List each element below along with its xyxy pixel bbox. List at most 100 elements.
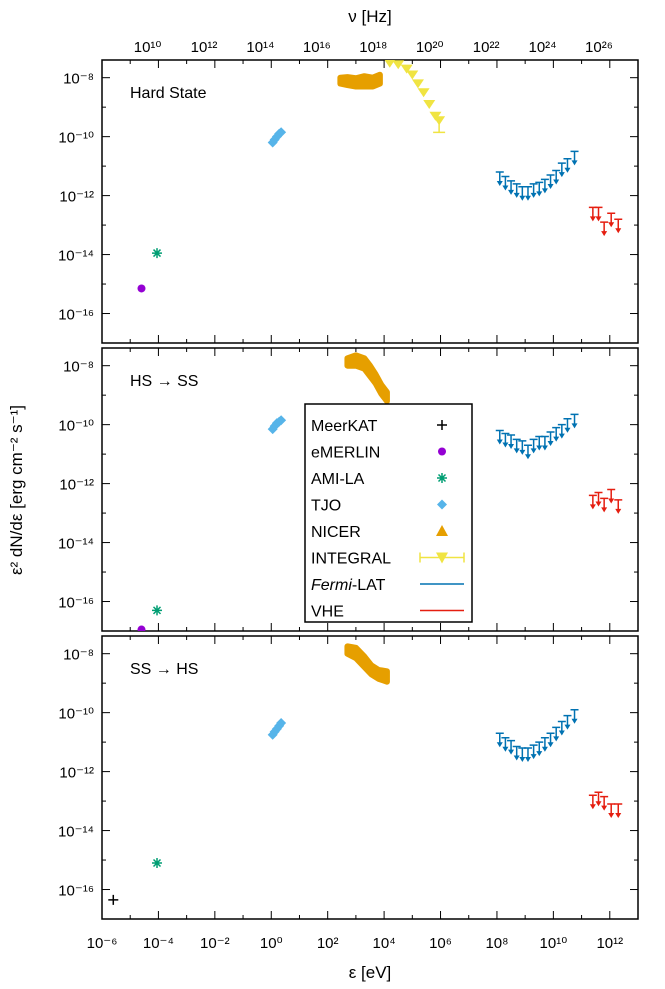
vhe-ul-arrow [608, 498, 615, 504]
vhe-ul-arrow [615, 508, 622, 514]
legend-marker-triangle [436, 525, 448, 536]
fermi-lat-ul-arrow [541, 188, 548, 194]
emerlin-point [137, 625, 146, 631]
x-tick-label: 10⁻² [200, 935, 230, 952]
fermi-lat-ul-arrow [496, 439, 503, 445]
fermi-lat-ul-arrow [558, 172, 565, 178]
fermi-lat-ul-arrow [524, 454, 531, 460]
panel-1: 10⁻¹⁶ 10⁻¹⁴ 10⁻¹² 10⁻¹⁰ 10⁻⁸ Hard State [58, 59, 639, 344]
y-tick-label: 10⁻¹⁴ [58, 248, 94, 265]
top-tick-label: 10²⁴ [528, 39, 556, 56]
fermi-lat-ul-arrow [502, 746, 509, 752]
integral-point [423, 100, 436, 110]
y-tick-label: 10⁻¹⁰ [58, 130, 94, 147]
fermi-lat-ul-arrow [508, 443, 515, 449]
emerlin-point [137, 284, 146, 293]
x-tick-label: 10¹⁰ [540, 935, 568, 952]
y-tick-label: 10⁻¹⁶ [58, 307, 94, 324]
fermi-lat-ul-arrow [541, 445, 548, 451]
legend-marker-circle [438, 447, 446, 456]
x-tick-label: 10⁻⁴ [143, 935, 174, 952]
fermi-lat-ul-arrow [513, 755, 520, 761]
nicer-band [344, 643, 390, 685]
top-tick-label: 10¹⁶ [303, 39, 331, 56]
fermi-lat-ul-arrow [513, 192, 520, 198]
fermi-lat-ul-arrow [536, 751, 543, 757]
integral-point [392, 60, 405, 70]
tjo-point [276, 127, 287, 138]
fermi-lat-ul-arrow [513, 448, 520, 454]
y-tick-label: 10⁻¹² [59, 189, 94, 206]
x-tick-label: 10⁰ [260, 935, 283, 952]
y-tick-label: 10⁻¹² [59, 477, 94, 494]
legend-marker-triangle-down [436, 552, 448, 564]
top-tick-label: 10¹⁸ [359, 39, 387, 56]
fermi-lat-ul-arrow [564, 167, 571, 173]
panel-frame [101, 635, 639, 920]
x-axis-label: ε [eV] [349, 963, 392, 982]
fermi-lat-ul-arrow [571, 718, 578, 724]
y-tick-label: 10⁻⁸ [63, 647, 94, 664]
vhe-ul-arrow [589, 216, 596, 222]
fermi-lat-ul-arrow [571, 160, 578, 166]
fermi-lat-ul-arrow [524, 757, 531, 763]
fermi-lat-ul-arrow [502, 185, 509, 191]
y-tick-label: 10⁻⁸ [63, 359, 94, 376]
fermi-lat-ul-arrow [530, 192, 537, 198]
nicer-band [344, 352, 390, 405]
fermi-lat-ul-arrow [558, 730, 565, 736]
x-tick-label: 10⁸ [485, 935, 508, 952]
y-tick-label: 10⁻¹² [59, 765, 94, 782]
fermi-lat-ul-arrow [564, 427, 571, 433]
vhe-ul-arrow [601, 805, 608, 811]
top-tick-label: 10¹⁰ [134, 39, 162, 56]
nicer-band [337, 71, 383, 90]
legend: MeerKAT eMERLIN AMI-LA TJO NICER INTEGRAL Ferm… [304, 403, 473, 623]
fermi-lat-ul-arrow [536, 445, 543, 451]
x-tick-label: 10⁻⁶ [87, 935, 118, 952]
fermi-lat-ul-arrow [530, 754, 537, 760]
legend-box [304, 403, 473, 623]
panel-data [137, 60, 623, 293]
x-tick-label: 10⁴ [373, 935, 396, 952]
amila-point [152, 605, 163, 616]
panel-label: SS → HS [130, 661, 198, 678]
top-tick-label: 10²⁶ [585, 39, 613, 56]
integral-point [384, 60, 395, 68]
y-tick-label: 10⁻¹⁰ [58, 706, 94, 723]
legend-label: NICER [311, 524, 361, 541]
top-tick-label: 10¹⁴ [246, 39, 274, 56]
fermi-lat-ul-arrow [541, 746, 548, 752]
fermi-lat-ul-arrow [519, 757, 526, 763]
meerkat-point [108, 894, 119, 905]
fermi-lat-ul-arrow [502, 442, 509, 448]
y-axis-label: ε² dN/dε [erg cm⁻² s⁻¹] [7, 405, 26, 575]
fermi-lat-ul-arrow [496, 742, 503, 748]
fermi-lat-ul-arrow [508, 749, 515, 755]
amila-point [152, 857, 163, 868]
fermi-lat-ul-arrow [553, 436, 560, 442]
fermi-lat-ul-arrow [536, 191, 543, 197]
y-tick-label: 10⁻¹⁶ [58, 595, 94, 612]
top-tick-label: 10²² [473, 39, 500, 56]
integral-point [417, 88, 430, 98]
top-tick-label: 10²⁰ [416, 39, 444, 56]
tjo-point [276, 717, 287, 728]
legend-marker-plus [437, 420, 447, 430]
fermi-lat-ul-arrow [524, 195, 531, 201]
fermi-lat-ul-arrow [547, 183, 554, 189]
legend-label: eMERLIN [311, 445, 380, 462]
panel-label: HS → SS [130, 373, 198, 390]
y-tick-label: 10⁻¹⁰ [58, 418, 94, 435]
integral-errorbar [433, 120, 446, 134]
legend-label: Fermi-LAT [311, 577, 386, 594]
legend-label: TJO [311, 498, 341, 515]
vhe-ul-arrow [608, 813, 615, 819]
legend-label: AMI-LA [311, 471, 365, 488]
fermi-lat-ul-arrow [547, 441, 554, 447]
fermi-lat-ul-arrow [564, 724, 571, 730]
integral-point [411, 79, 424, 89]
panel-2: 10⁻¹⁶ 10⁻¹⁴ 10⁻¹² 10⁻¹⁰ 10⁻⁸ HS → SS [58, 347, 639, 632]
fermi-lat-ul-arrow [496, 181, 503, 187]
